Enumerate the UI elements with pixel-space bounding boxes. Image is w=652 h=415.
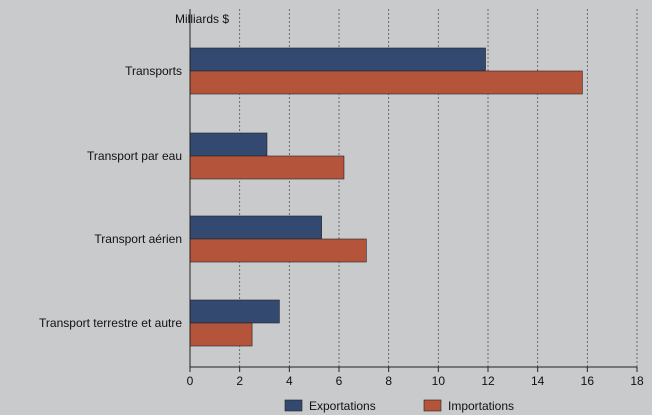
x-tick-label: 12 (481, 374, 495, 388)
category-label: Transport aérien (94, 232, 182, 246)
category-label: Transport terrestre et autre (39, 316, 182, 330)
x-tick-label: 8 (385, 374, 392, 388)
legend-label-importations: Importations (448, 399, 514, 413)
x-tick-label: 16 (581, 374, 595, 388)
bar-exportations (189, 299, 280, 324)
category-label: Transports (125, 64, 182, 78)
x-tick-label: 14 (531, 374, 545, 388)
x-tick-label: 6 (336, 374, 343, 388)
x-tick-label: 18 (630, 374, 644, 388)
bar-importations (189, 70, 583, 95)
bars (189, 47, 583, 347)
legend-swatch-exportations (284, 399, 303, 412)
legend-swatch-importations (423, 399, 442, 412)
legend-label-exportations: Exportations (309, 399, 376, 413)
x-tick-label: 4 (286, 374, 293, 388)
bar-importations (189, 238, 367, 263)
bar-importations (189, 322, 253, 347)
bar-importations (189, 155, 345, 180)
bar-exportations (189, 132, 268, 157)
legend: Exportations Importations (284, 399, 514, 413)
bar-exportations (189, 215, 322, 240)
bar-exportations (189, 47, 486, 72)
axes (189, 9, 638, 372)
x-tick-labels: 0 2 4 6 8 10 12 14 16 18 (187, 374, 644, 388)
x-tick-label: 2 (236, 374, 243, 388)
unit-label: Milliards $ (175, 12, 229, 26)
category-labels: Transports Transport par eau Transport aér… (39, 64, 182, 330)
x-tick-label: 0 (187, 374, 194, 388)
category-label: Transport par eau (87, 149, 182, 163)
x-tick-label: 10 (432, 374, 446, 388)
